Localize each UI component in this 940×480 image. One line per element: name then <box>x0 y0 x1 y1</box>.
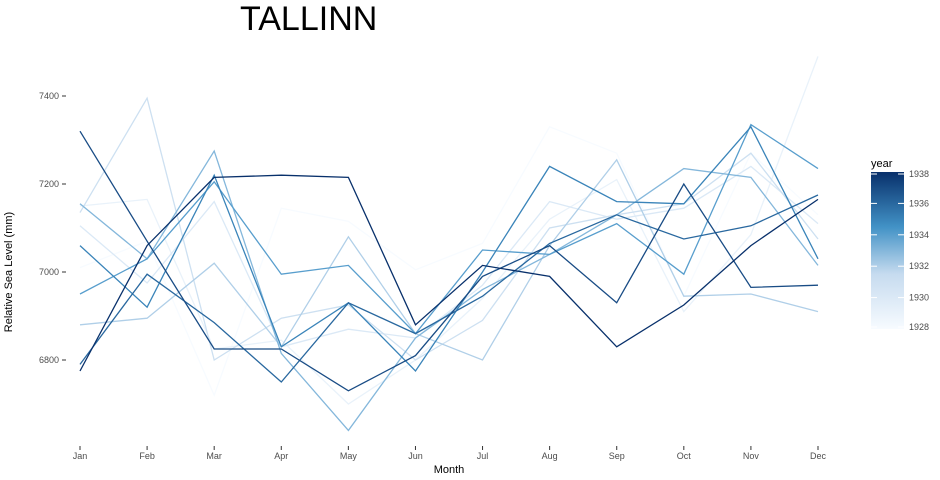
legend-tick-label: 1936 <box>909 198 929 208</box>
y-axis: 6800 7000 7200 7400 <box>39 91 66 365</box>
x-tick-label: Aug <box>542 451 558 461</box>
x-tick-label: Dec <box>810 451 827 461</box>
color-legend: year 1928 1930 1932 1934 1936 1938 <box>871 158 929 332</box>
series-line-1935 <box>79 125 819 373</box>
chart-title: TALLINN <box>240 0 377 38</box>
y-axis-label: Relative Sea Level (mm) <box>3 212 15 332</box>
y-tick-label: 7200 <box>39 179 59 189</box>
legend-ticks: 1928 1930 1932 1934 1936 1938 <box>871 169 929 332</box>
y-tick-label: 7400 <box>39 91 59 101</box>
x-tick-label: Feb <box>139 451 155 461</box>
series-line-1937 <box>79 130 819 392</box>
series-line-1936 <box>79 194 819 383</box>
x-tick-label: Jan <box>73 451 88 461</box>
x-axis-label: Month <box>434 464 465 476</box>
legend-tick-label: 1932 <box>909 261 929 271</box>
x-tick-label: Sep <box>609 451 625 461</box>
series-line-1929 <box>79 56 819 405</box>
legend-tick-label: 1930 <box>909 293 929 303</box>
y-tick-label: 7000 <box>39 267 59 277</box>
x-tick-label: Jun <box>408 451 423 461</box>
x-tick-label: Apr <box>274 451 288 461</box>
y-tick-label: 6800 <box>39 355 59 365</box>
series-line-1928 <box>79 125 819 397</box>
x-tick-label: Nov <box>743 451 760 461</box>
x-tick-label: May <box>340 451 358 461</box>
legend-title: year <box>871 158 893 170</box>
series-line-1938 <box>79 174 819 372</box>
x-tick-label: Mar <box>206 451 222 461</box>
series-line-1934 <box>79 123 819 335</box>
series-layer <box>79 56 819 432</box>
legend-colorbar <box>871 172 904 329</box>
x-tick-label: Jul <box>477 451 489 461</box>
legend-tick-label: 1928 <box>909 322 929 332</box>
x-axis: Jan Feb Mar Apr May Jun Jul Aug Sep Oct Nov Dec <box>73 446 827 461</box>
series-line-1931 <box>79 96 819 362</box>
legend-tick-label: 1938 <box>909 169 929 179</box>
legend-tick-label: 1934 <box>909 230 929 240</box>
x-tick-label: Oct <box>677 451 692 461</box>
series-line-1933 <box>79 149 819 432</box>
